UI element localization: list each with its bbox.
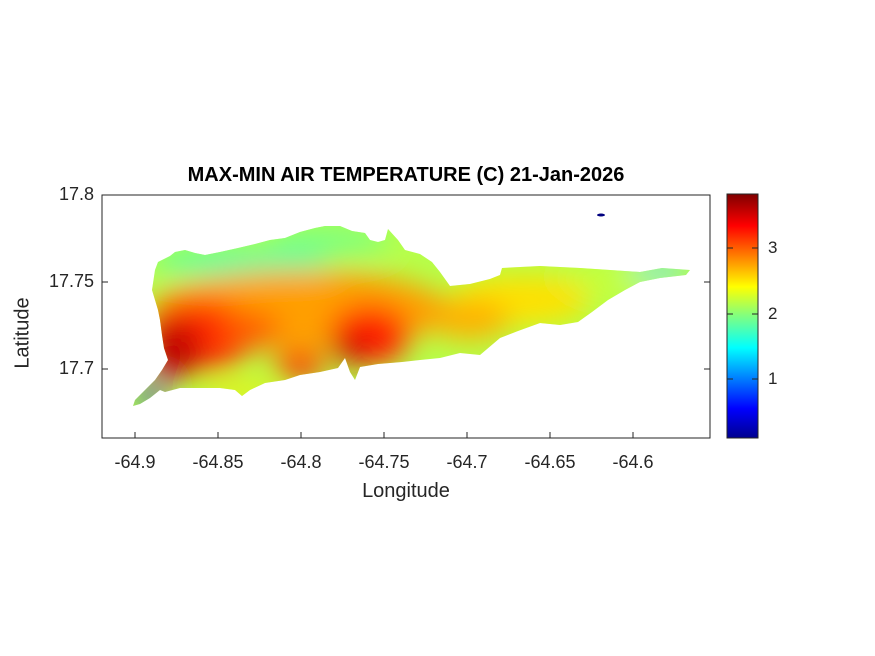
y-tick-label: 17.8 bbox=[58, 184, 94, 204]
x-tick-label: -64.8 bbox=[280, 452, 322, 472]
x-tick-label: -64.7 bbox=[446, 452, 488, 472]
x-tick-label: -64.75 bbox=[358, 452, 410, 472]
x-axis-ticks bbox=[134, 432, 634, 438]
colorbar-tick-label: 1 bbox=[768, 369, 778, 388]
chart-title: MAX-MIN AIR TEMPERATURE (C) 21-Jan-2026 bbox=[187, 164, 625, 186]
y-axis-label-text: Latitude bbox=[11, 297, 34, 369]
x-tick-label: -64.6 bbox=[612, 452, 654, 472]
y-axis-ticks bbox=[102, 194, 710, 370]
y-tick-label: 17.75 bbox=[48, 271, 94, 291]
x-tick-label: -64.85 bbox=[192, 452, 244, 472]
colorbar-tick-label: 3 bbox=[768, 238, 778, 257]
y-axis-label: Latitude bbox=[8, 297, 38, 368]
x-tick-label: -64.9 bbox=[114, 452, 156, 472]
y-tick-label: 17.7 bbox=[58, 358, 94, 378]
colorbar-tick-label: 2 bbox=[768, 304, 778, 323]
x-axis-label: Longitude bbox=[362, 480, 450, 502]
colorbar bbox=[726, 193, 759, 439]
colorbar-ticks bbox=[727, 247, 758, 380]
x-tick-label: -64.65 bbox=[524, 452, 576, 472]
offshore-cay bbox=[597, 213, 605, 217]
